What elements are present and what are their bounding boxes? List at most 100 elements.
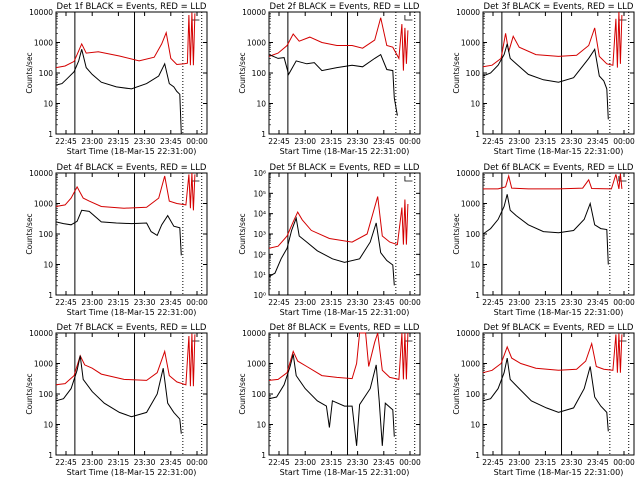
series-line-events xyxy=(55,49,182,135)
range-bracket-mark xyxy=(191,336,200,342)
series-line-events xyxy=(268,53,398,116)
y-tick-label: 1 xyxy=(261,130,266,139)
plot-frame xyxy=(268,172,421,296)
x-tick-label: 00:00 xyxy=(186,458,208,467)
plot-panel-3: Det 3f BLACK = Events, RED = LLD 1 10 100 10… xyxy=(452,2,635,156)
y-axis-label: Counts/sec xyxy=(238,52,247,93)
x-tick-label: 00:00 xyxy=(186,137,208,146)
x-tick-label: 00:00 xyxy=(399,458,421,467)
plot-frame xyxy=(482,172,635,296)
y-tick-label: 100 xyxy=(252,69,267,78)
x-tick-label: 23:15 xyxy=(321,298,343,307)
x-tick-label: 22:45 xyxy=(55,137,77,146)
x-tick-label: 23:00 xyxy=(81,298,103,307)
x-tick-label: 23:30 xyxy=(347,458,369,467)
y-tick-label: 1000 xyxy=(247,39,266,48)
plot-frame xyxy=(268,332,421,456)
y-tick-label: 10000 xyxy=(456,169,480,178)
x-tick-label: 23:15 xyxy=(535,137,557,146)
plot-frame xyxy=(268,11,421,135)
x-tick-label: 00:00 xyxy=(613,137,635,146)
x-tick-label: 23:00 xyxy=(294,137,316,146)
x-tick-label: 23:45 xyxy=(373,458,395,467)
plot-title: Det 3f BLACK = Events, RED = LLD xyxy=(484,2,634,12)
range-bracket-mark xyxy=(404,176,413,182)
y-tick-label: 10 xyxy=(470,100,480,109)
x-tick-label: 22:45 xyxy=(482,458,504,467)
y-tick-label: 1000 xyxy=(34,360,53,369)
y-tick-label: 100 xyxy=(466,230,481,239)
x-tick-label: 23:15 xyxy=(321,137,343,146)
y-tick-label: 10000 xyxy=(29,8,53,17)
y-tick-label: 10⁵ xyxy=(253,189,266,198)
range-bracket-mark xyxy=(618,176,627,182)
x-tick-label: 23:45 xyxy=(373,137,395,146)
y-tick-label: 1 xyxy=(261,451,266,460)
y-tick-label: 10 xyxy=(470,261,480,270)
y-tick-label: 10000 xyxy=(242,329,266,338)
x-tick-label: 22:45 xyxy=(55,298,77,307)
plot-panel-2: Det 2f BLACK = Events, RED = LLD 1 10 100 10… xyxy=(238,2,421,156)
plot-panel-1: Det 1f BLACK = Events, RED = LLD 1 10 100 10… xyxy=(25,2,208,156)
series-line-events xyxy=(268,216,395,286)
x-tick-label: 23:30 xyxy=(347,298,369,307)
plot-panel-9: Det 9f BLACK = Events, RED = LLD 1 10 100 10… xyxy=(452,323,635,477)
x-tick-label: 23:45 xyxy=(587,458,609,467)
plot-title: Det 1f BLACK = Events, RED = LLD xyxy=(57,2,207,12)
plot-title: Det 7f BLACK = Events, RED = LLD xyxy=(57,323,207,333)
y-tick-label: 100 xyxy=(39,69,54,78)
series-line-lld xyxy=(482,11,623,68)
x-tick-label: 00:00 xyxy=(399,137,421,146)
y-tick-label: 10000 xyxy=(29,169,53,178)
x-tick-label: 23:00 xyxy=(81,137,103,146)
range-bracket-mark xyxy=(191,176,200,182)
range-bracket-mark xyxy=(618,15,627,21)
x-axis-label: Start Time (18-Mar-15 22:31:00) xyxy=(494,468,624,477)
x-tick-label: 23:00 xyxy=(508,137,530,146)
y-tick-label: 10 xyxy=(256,100,266,109)
y-tick-label: 1000 xyxy=(461,360,480,369)
x-tick-label: 23:30 xyxy=(561,137,583,146)
y-tick-label: 1000 xyxy=(461,39,480,48)
x-tick-label: 23:30 xyxy=(561,298,583,307)
x-tick-label: 22:45 xyxy=(268,137,290,146)
y-tick-label: 10 xyxy=(43,421,53,430)
plot-frame xyxy=(482,11,635,135)
x-tick-label: 22:45 xyxy=(482,298,504,307)
y-tick-label: 1000 xyxy=(34,200,53,209)
x-tick-label: 22:45 xyxy=(268,298,290,307)
y-tick-label: 100 xyxy=(39,390,54,399)
series-line-events xyxy=(268,354,395,446)
plot-panel-8: Det 8f BLACK = Events, RED = LLD 1 10 100 10… xyxy=(238,323,421,477)
y-tick-label: 10⁴ xyxy=(253,210,266,219)
plot-title: Det 6f BLACK = Events, RED = LLD xyxy=(484,163,634,173)
y-tick-label: 100 xyxy=(466,69,481,78)
series-line-lld xyxy=(268,332,409,381)
y-axis-label: Counts/sec xyxy=(452,52,461,93)
y-tick-label: 1 xyxy=(475,291,480,300)
x-tick-label: 23:00 xyxy=(294,458,316,467)
series-line-events xyxy=(482,43,609,120)
x-tick-label: 23:15 xyxy=(321,458,343,467)
x-axis-label: Start Time (18-Mar-15 22:31:00) xyxy=(67,308,197,317)
y-tick-label: 10³ xyxy=(253,230,266,239)
y-tick-label: 1 xyxy=(48,451,53,460)
series-line-lld xyxy=(55,12,196,69)
x-axis-label: Start Time (18-Mar-15 22:31:00) xyxy=(280,147,410,156)
series-line-lld xyxy=(483,173,623,190)
y-axis-label: Counts/sec xyxy=(452,373,461,414)
range-bracket-mark xyxy=(191,15,200,21)
x-axis-label: Start Time (18-Mar-15 22:31:00) xyxy=(494,147,624,156)
x-tick-label: 23:30 xyxy=(134,298,156,307)
x-axis-label: Start Time (18-Mar-15 22:31:00) xyxy=(494,308,624,317)
y-axis-label: Counts/sec xyxy=(452,213,461,254)
x-tick-label: 23:30 xyxy=(347,137,369,146)
plot-title: Det 8f BLACK = Events, RED = LLD xyxy=(270,323,420,333)
x-axis-label: Start Time (18-Mar-15 22:31:00) xyxy=(67,147,197,156)
x-tick-label: 23:15 xyxy=(108,298,130,307)
plot-title: Det 5f BLACK = Events, RED = LLD xyxy=(270,163,420,173)
plot-panel-5: Det 5f BLACK = Events, RED = LLD 10⁰ 10¹ 10… xyxy=(238,163,421,317)
series-line-lld xyxy=(55,172,196,211)
y-axis-label: Counts/sec xyxy=(238,373,247,414)
